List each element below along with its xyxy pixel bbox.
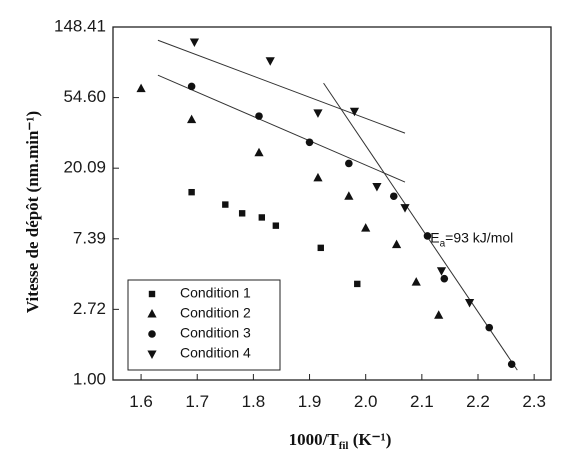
data-point-condition-4 [436, 267, 447, 276]
fit-line [157, 74, 406, 183]
data-points [136, 38, 516, 369]
x-tick-label: 1.6 [129, 392, 153, 411]
data-point-condition-1 [222, 201, 229, 208]
x-axis-title: 1000/Tfil (K⁻¹) [289, 430, 392, 452]
data-point-condition-2 [136, 83, 146, 93]
data-point-condition-1 [238, 210, 246, 217]
data-point-condition-2 [411, 277, 421, 286]
x-tick-label: 1.8 [242, 392, 266, 411]
y-tick-label: 148.41 [54, 16, 106, 35]
data-point-condition-1 [272, 222, 280, 229]
x-axis-ticks: 1.6 1.7 1.8 1.9 2.0 2.1 2.2 2.3 [129, 374, 546, 411]
activation-energy-annotation: Ea=93 kJ/mol [430, 230, 513, 250]
legend-marker [147, 309, 157, 318]
legend: Condition 1 Condition 2 Condition 3 Conditi… [127, 279, 281, 371]
data-point-condition-4 [313, 109, 323, 118]
x-axis-title-unit: (K⁻¹) [348, 430, 391, 449]
data-point-condition-1 [354, 280, 361, 288]
data-point-condition-4 [189, 38, 200, 48]
y-axis-ticks: 1.00 2.72 7.39 20.09 54.60 148.41 [54, 16, 119, 388]
legend-marker [148, 330, 156, 338]
y-tick-label: 1.00 [73, 369, 106, 388]
data-point-condition-2 [361, 223, 371, 232]
y-tick-label: 2.72 [73, 299, 106, 318]
annotation-subscript: a [440, 239, 446, 250]
y-tick-label: 54.60 [63, 87, 106, 106]
data-point-condition-1 [317, 244, 324, 252]
y-tick-label: 7.39 [73, 228, 106, 247]
data-point-condition-2 [391, 239, 402, 249]
data-point-condition-3 [440, 274, 449, 283]
legend-marker [148, 290, 156, 298]
x-tick-label: 1.9 [298, 392, 322, 411]
x-tick-label: 2.0 [354, 392, 378, 411]
data-point-condition-3 [345, 159, 353, 168]
data-point-condition-4 [349, 107, 360, 117]
legend-label: Condition 2 [180, 305, 251, 321]
data-point-condition-2 [313, 172, 323, 182]
data-point-condition-4 [265, 57, 275, 66]
plot-frame [112, 26, 552, 381]
legend-label: Condition 3 [180, 325, 251, 341]
x-axis-title-main: 1000/T [289, 430, 340, 449]
fit-lines [157, 39, 518, 371]
annotation-rest: =93 kJ/mol [445, 230, 513, 246]
y-tick-label: 20.09 [63, 158, 106, 177]
fit-line [157, 39, 406, 134]
data-point-condition-4 [372, 182, 382, 192]
x-tick-label: 2.3 [522, 392, 546, 411]
data-point-condition-2 [344, 191, 354, 200]
legend-label: Condition 1 [180, 285, 251, 301]
data-point-condition-2 [434, 310, 444, 319]
x-tick-label: 1.7 [185, 392, 209, 411]
data-point-condition-3 [305, 138, 314, 147]
fit-line [323, 82, 518, 371]
x-axis-title-subscript: fil [339, 440, 349, 452]
data-point-condition-1 [188, 188, 195, 196]
data-point-condition-1 [258, 214, 266, 221]
legend-label: Condition 4 [180, 345, 251, 361]
x-tick-label: 2.1 [410, 392, 434, 411]
annotation-main: E [430, 230, 439, 246]
y-axis-title: Vitesse de dépôt (nm.min⁻¹) [23, 111, 42, 313]
data-point-condition-4 [400, 204, 410, 213]
legend-marker [147, 350, 157, 359]
data-point-condition-2 [187, 114, 197, 124]
data-point-condition-3 [255, 112, 263, 120]
data-point-condition-3 [389, 192, 398, 201]
data-point-condition-2 [254, 147, 264, 157]
data-point-condition-3 [507, 360, 516, 369]
data-point-condition-3 [187, 82, 196, 91]
data-point-condition-4 [464, 298, 475, 308]
x-tick-label: 2.2 [466, 392, 490, 411]
data-point-condition-3 [485, 323, 494, 332]
data-point-condition-3 [423, 232, 432, 240]
